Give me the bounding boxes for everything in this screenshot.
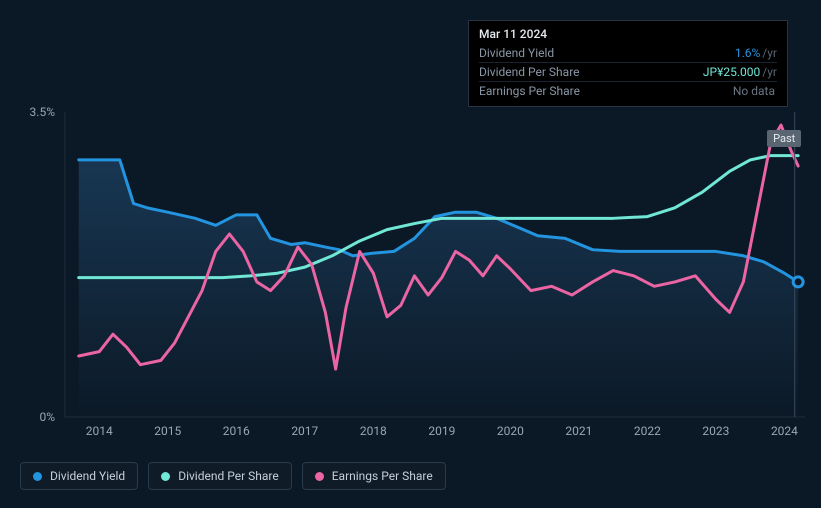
legend-item-dividend-per-share[interactable]: Dividend Per Share xyxy=(148,462,292,490)
svg-text:2024: 2024 xyxy=(771,424,798,438)
svg-text:2021: 2021 xyxy=(565,424,592,438)
svg-text:2016: 2016 xyxy=(223,424,250,438)
legend-dot xyxy=(161,472,170,481)
legend-item-earnings-per-share[interactable]: Earnings Per Share xyxy=(302,462,446,490)
past-badge: Past xyxy=(767,130,801,147)
dividend-chart: 0% 3.5% 2014 2015 2016 2017 2018 2019 2020 2021 20… xyxy=(0,0,821,508)
svg-text:0%: 0% xyxy=(39,410,55,424)
tooltip-row: Dividend Per Share JP¥25.000/yr xyxy=(479,63,777,82)
tooltip-value: No data xyxy=(733,84,777,98)
legend-label: Earnings Per Share xyxy=(332,469,433,483)
legend-item-dividend-yield[interactable]: Dividend Yield xyxy=(20,462,138,490)
tooltip-row: Dividend Yield 1.6%/yr xyxy=(479,44,777,63)
legend-label: Dividend Yield xyxy=(50,469,125,483)
legend-dot xyxy=(315,472,324,481)
tooltip-label: Dividend Per Share xyxy=(479,65,619,79)
tooltip-label: Earnings Per Share xyxy=(479,84,619,98)
svg-text:3.5%: 3.5% xyxy=(30,105,56,119)
legend-label: Dividend Per Share xyxy=(178,469,279,483)
tooltip-value: 1.6%/yr xyxy=(735,46,777,60)
tooltip-row: Earnings Per Share No data xyxy=(479,82,777,100)
legend-dot xyxy=(33,472,42,481)
tooltip-value: JP¥25.000/yr xyxy=(703,65,777,79)
svg-text:2017: 2017 xyxy=(291,424,318,438)
svg-text:2023: 2023 xyxy=(702,424,729,438)
chart-legend: Dividend Yield Dividend Per Share Earnin… xyxy=(20,462,446,490)
svg-text:2020: 2020 xyxy=(497,424,524,438)
svg-text:2015: 2015 xyxy=(154,424,181,438)
chart-tooltip: Mar 11 2024 Dividend Yield 1.6%/yr Divid… xyxy=(468,20,788,107)
svg-text:2014: 2014 xyxy=(86,424,113,438)
tooltip-label: Dividend Yield xyxy=(479,46,619,60)
svg-text:2019: 2019 xyxy=(428,424,455,438)
svg-text:2018: 2018 xyxy=(360,424,387,438)
svg-text:2022: 2022 xyxy=(634,424,661,438)
tooltip-date: Mar 11 2024 xyxy=(479,27,777,44)
